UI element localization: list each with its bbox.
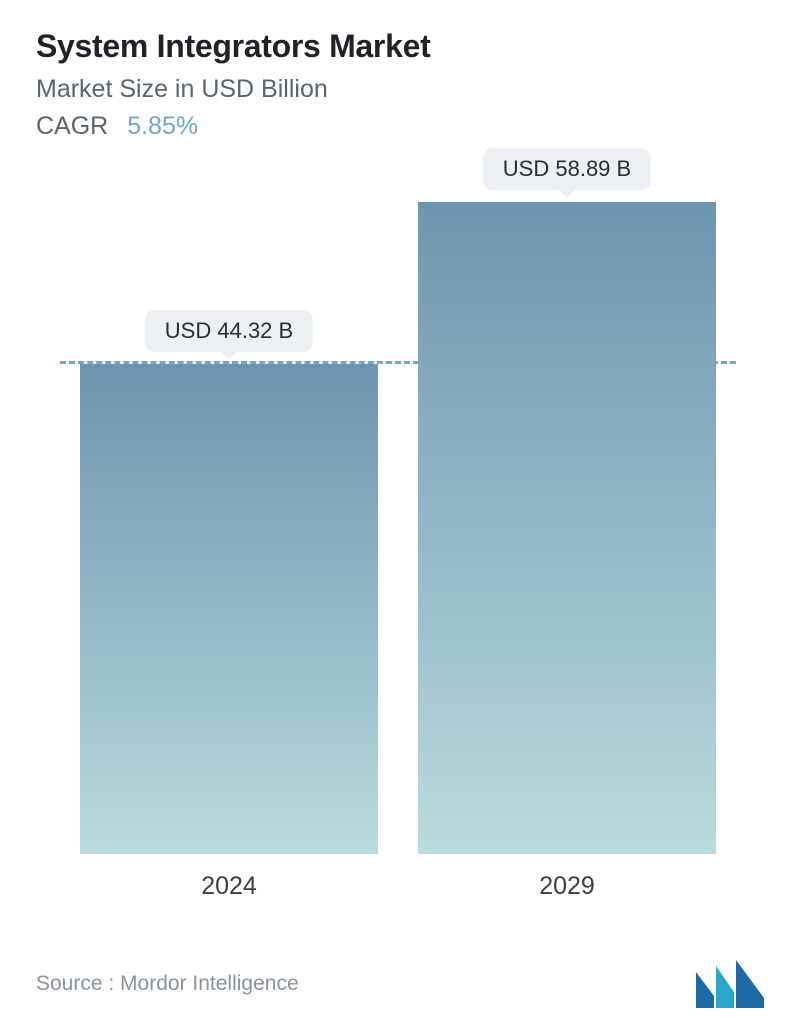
bar-2029 bbox=[418, 202, 715, 854]
bar-fill-2024 bbox=[80, 364, 377, 854]
cagr-value: 5.85% bbox=[127, 112, 198, 140]
bars-container: USD 44.32 B USD 58.89 B bbox=[60, 190, 736, 854]
chart-footer: Source : Mordor Intelligence bbox=[0, 946, 796, 1034]
value-label-2029: USD 58.89 B bbox=[483, 148, 651, 190]
chart-area: USD 44.32 B USD 58.89 B 2024 2029 bbox=[0, 190, 796, 914]
cagr-row: CAGR 5.85% bbox=[36, 112, 760, 141]
x-label-2024: 2024 bbox=[80, 858, 377, 914]
bar-2024 bbox=[80, 364, 377, 854]
chart-title: System Integrators Market bbox=[36, 28, 760, 65]
value-label-2024: USD 44.32 B bbox=[145, 310, 313, 352]
bar-slot-2024: USD 44.32 B bbox=[80, 190, 377, 854]
chart-header: System Integrators Market Market Size in… bbox=[0, 0, 796, 149]
x-label-2029: 2029 bbox=[418, 858, 715, 914]
x-axis-labels: 2024 2029 bbox=[60, 858, 736, 914]
bar-slot-2029: USD 58.89 B bbox=[418, 190, 715, 854]
cagr-label: CAGR bbox=[36, 112, 108, 140]
plot-region: USD 44.32 B USD 58.89 B bbox=[60, 190, 736, 854]
mordor-intelligence-logo-icon bbox=[694, 958, 766, 1010]
bar-fill-2029 bbox=[418, 202, 715, 854]
source-text: Source : Mordor Intelligence bbox=[36, 972, 299, 996]
chart-subtitle: Market Size in USD Billion bbox=[36, 75, 760, 104]
